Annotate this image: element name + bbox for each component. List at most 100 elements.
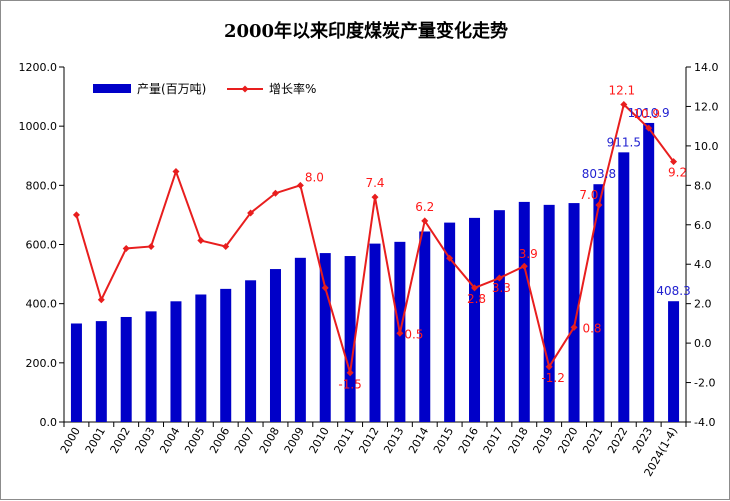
legend-bar-swatch [93,84,131,93]
x-tick-label: 2009 [282,425,307,456]
x-tick-label: 2000 [58,425,83,456]
growth-rate-point [346,369,354,377]
bar [95,321,107,422]
bar [568,203,580,422]
left-tick-label: 200.0 [26,357,58,370]
growth-rate-label: 3.9 [519,247,538,261]
plot-area: 0.0 200.0 400.0 600.0 800.0 1000.0 1200.0 -4.0 -… [19,61,719,479]
x-tick-label: 2001 [83,425,108,456]
x-tick-label: 2020 [555,425,580,456]
growth-rate-label: 7.0 [579,188,598,202]
growth-rate-point [421,217,429,225]
bar [618,152,630,423]
x-tick-label: 2005 [182,425,207,456]
bar-value-label: 911.5 [607,135,641,149]
bar [245,280,257,422]
bar [469,217,481,422]
bar [269,269,281,422]
growth-rate-point [321,284,329,292]
x-tick-label: 2002 [108,425,133,456]
x-tick-label: 2003 [132,425,157,456]
right-tick-label: -4.0 [694,416,715,429]
right-tick-label: 4.0 [694,258,712,271]
x-tick-label: 2012 [356,425,381,456]
right-tick-label: 0.0 [694,337,712,350]
growth-rate-point [371,193,379,201]
growth-rate-point [396,329,404,337]
growth-rate-point [172,168,180,176]
growth-rate-point [197,237,205,245]
growth-rate-label: -1.2 [541,371,564,385]
growth-rate-label: -1.5 [338,378,361,392]
growth-rate-label: 6.2 [415,200,434,214]
legend-bar-label: 产量(百万吨) [137,82,206,96]
left-tick-label: 800.0 [26,179,58,192]
growth-rate-label: 0.8 [582,321,601,335]
growth-rate-label: 12.1 [608,83,635,97]
growth-rate-point [72,211,80,219]
bar [643,122,655,423]
right-tick-label: 2.0 [694,298,712,311]
x-tick-label: 2021 [580,425,605,456]
bar-value-label: 1010.9 [628,106,670,120]
bar [518,201,530,422]
growth-rate-point [620,100,628,108]
bar [444,222,456,422]
bar [170,301,182,422]
right-tick-label: 8.0 [694,179,712,192]
x-tick-label: 2013 [381,425,406,456]
growth-rate-point [122,244,130,252]
bar [593,184,605,422]
growth-rate-point [247,209,255,217]
growth-rate-label: 10.9 [633,107,660,121]
x-tick-label: 2008 [257,425,282,456]
bar-value-label: 803.8 [582,167,616,181]
x-tick-label: 2015 [431,425,456,456]
x-tick-label: 2019 [530,425,555,456]
growth-rate-point [147,242,155,250]
right-tick-label: 12.0 [694,100,719,113]
bar [369,243,381,422]
bar [294,257,306,422]
growth-rate-point [97,296,105,304]
bar [70,323,82,422]
x-tick-label: 2014 [406,425,431,456]
x-tick-label: 2016 [456,425,481,456]
x-tick-label: 2010 [307,425,332,456]
left-tick-label: 0.0 [40,416,58,429]
x-tick-label: 2023 [630,425,655,456]
growth-rate-label: 3.3 [492,281,511,295]
growth-rate-point [670,158,678,166]
legend-line-marker [241,85,249,93]
growth-rate-label: 2.8 [467,292,486,306]
growth-rate-point [495,274,503,282]
right-tick-label: 14.0 [694,61,719,74]
growth-rate-point [595,201,603,209]
bar [344,256,356,422]
x-tick-label: 2004 [157,425,182,456]
bar-value-label: 408.3 [656,284,690,298]
growth-rate-point [520,262,528,270]
bar [493,210,505,422]
growth-rate-point [570,323,578,331]
growth-rate-point [271,189,279,197]
growth-rate-point [471,284,479,292]
x-tick-label: 2018 [506,425,531,456]
bar [319,253,331,422]
x-tick-label: 2006 [207,425,232,456]
growth-rate-label: 7.4 [365,176,384,190]
left-tick-label: 1000.0 [19,120,58,133]
growth-rate-point [222,242,230,250]
bar [120,316,132,422]
growth-rate-label: 8.0 [305,170,324,184]
legend-line-label: 增长率% [269,81,316,96]
x-tick-label: 2011 [331,425,356,456]
growth-rate-label: 0.5 [404,327,423,341]
left-tick-label: 600.0 [26,239,58,252]
right-tick-label: 6.0 [694,219,712,232]
growth-rate-label: 9.2 [668,166,687,180]
bar [195,294,207,422]
bar [668,301,680,422]
